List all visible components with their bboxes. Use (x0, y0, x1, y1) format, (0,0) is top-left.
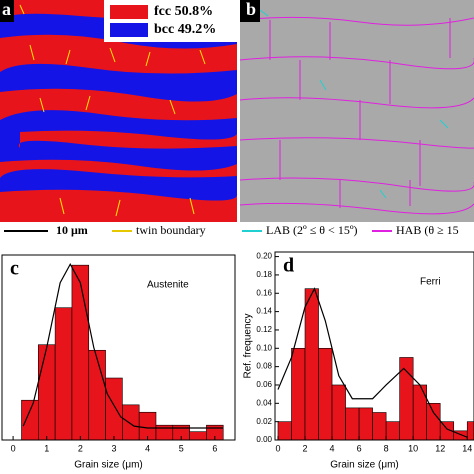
annotation: Ferri (420, 277, 441, 288)
x-axis-label: Grain size (μm) (330, 460, 399, 471)
bar (54, 307, 73, 441)
legend-label: bcc 49.2% (154, 22, 216, 37)
bar (277, 421, 292, 441)
x-tick-label: 0 (275, 443, 280, 453)
y-tick-label: 0.18 (256, 270, 272, 279)
plot-frame (1, 254, 236, 441)
bar (412, 384, 427, 441)
fit-curve (22, 262, 224, 429)
x-tick-label: 12 (435, 443, 445, 453)
bar (71, 264, 90, 441)
x-tick-label: 3 (111, 443, 116, 453)
x-tick-label: 5 (179, 443, 184, 453)
panel-label: a (2, 0, 11, 19)
y-tick-label: 0.20 (256, 252, 272, 261)
y-tick-label: 0.16 (256, 288, 272, 297)
bar (426, 403, 441, 441)
micrograph-b (239, 0, 474, 222)
legend-label: twin boundary (136, 223, 206, 237)
x-tick-label: 4 (330, 443, 335, 453)
bar (331, 384, 346, 441)
bar (358, 407, 373, 441)
y-tick-label: 0.04 (256, 398, 272, 407)
scale-label: 10 μm (56, 223, 88, 237)
bar (304, 288, 319, 441)
y-tick-label: 0.02 (256, 417, 272, 426)
bar (318, 347, 333, 441)
x-tick-label: 2 (303, 443, 308, 453)
legend-label: fcc 50.8% (154, 4, 213, 19)
bar (138, 411, 157, 441)
bar (189, 431, 207, 441)
bar (38, 344, 56, 441)
x-axis-label: Grain size (μm) (74, 460, 143, 471)
bar (385, 421, 400, 441)
x-tick-label: 6 (212, 443, 217, 453)
legend-label: LAB (2º ≤ θ < 15º) (266, 223, 358, 237)
y-tick-label: 0.10 (256, 343, 272, 352)
x-tick-label: 0 (11, 443, 16, 453)
y-tick-label: 0.12 (256, 325, 272, 334)
bar (345, 407, 360, 441)
fit-curve (277, 287, 468, 438)
y-axis-label: Ref. frequency (243, 313, 254, 378)
bar (291, 347, 306, 441)
x-tick-label: 10 (408, 443, 418, 453)
bar (88, 349, 106, 441)
x-tick-label: 14 (462, 443, 472, 453)
y-tick-label: 0.08 (256, 362, 272, 371)
x-tick-label: 6 (357, 443, 362, 453)
y-tick-label: 0.06 (256, 380, 272, 389)
legend-label: HAB (θ ≥ 15 (396, 223, 459, 237)
x-tick-label: 8 (384, 443, 389, 453)
x-tick-label: 2 (78, 443, 83, 453)
x-tick-label: 1 (44, 443, 49, 453)
y-tick-label: 0.00 (256, 435, 272, 444)
bar (21, 399, 39, 441)
annotation: Austenite (147, 280, 189, 291)
bar (122, 404, 140, 441)
y-tick-label: 0.14 (256, 307, 272, 316)
bar (372, 412, 387, 441)
bar (105, 377, 123, 441)
panel-label: c (10, 258, 19, 280)
x-tick-label: 4 (145, 443, 150, 453)
panel-label: b (246, 0, 256, 19)
bar (466, 421, 474, 441)
panel-label: d (283, 255, 294, 277)
micrograph-a (0, 0, 238, 222)
plot-frame (274, 251, 474, 441)
